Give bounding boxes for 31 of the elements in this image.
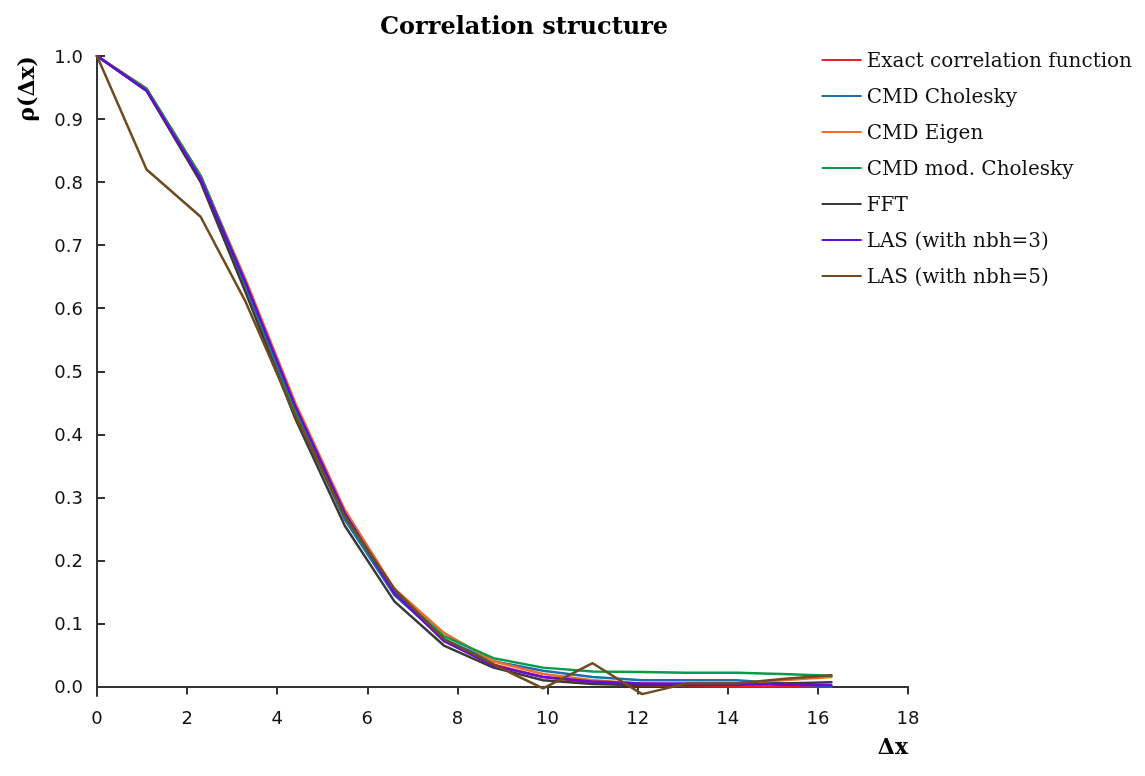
y-axis-title: ρ(Δx) — [13, 56, 39, 122]
x-tick-label: 18 — [896, 706, 920, 728]
y-tick-label: 0.7 — [54, 234, 83, 256]
y-tick-label: 0.5 — [54, 360, 83, 382]
legend-label: CMD Cholesky — [866, 84, 1018, 108]
legend-label: Exact correlation function — [866, 48, 1133, 72]
legend-label: FFT — [866, 192, 909, 216]
legend-label: CMD Eigen — [866, 120, 984, 144]
y-tick-label: 1.0 — [54, 45, 83, 67]
y-tick-label: 0.6 — [54, 297, 83, 319]
y-tick-label: 0.1 — [54, 612, 83, 634]
x-tick-label: 2 — [181, 706, 193, 728]
legend-label: LAS (with nbh=3) — [866, 228, 1049, 252]
y-tick-label: 0.3 — [54, 486, 83, 508]
legend-label: CMD mod. Cholesky — [866, 156, 1075, 180]
x-tick-label: 12 — [626, 706, 650, 728]
x-axis-title: Δx — [877, 732, 909, 759]
x-tick-label: 6 — [361, 706, 374, 728]
x-tick-label: 4 — [271, 706, 283, 728]
y-tick-label: 0.9 — [54, 108, 83, 130]
legend-label: LAS (with nbh=5) — [866, 264, 1049, 288]
y-tick-label: 0.4 — [54, 423, 83, 445]
x-tick-label: 8 — [451, 706, 464, 728]
y-tick-label: 0.8 — [54, 171, 83, 193]
x-tick-label: 16 — [806, 706, 830, 728]
y-tick-label: 0.2 — [54, 549, 83, 571]
x-tick-label: 0 — [91, 706, 103, 728]
y-tick-label: 0.0 — [54, 676, 83, 698]
x-tick-label: 14 — [716, 706, 740, 728]
chart-title: Correlation structure — [380, 10, 669, 40]
x-tick-label: 10 — [536, 706, 560, 728]
